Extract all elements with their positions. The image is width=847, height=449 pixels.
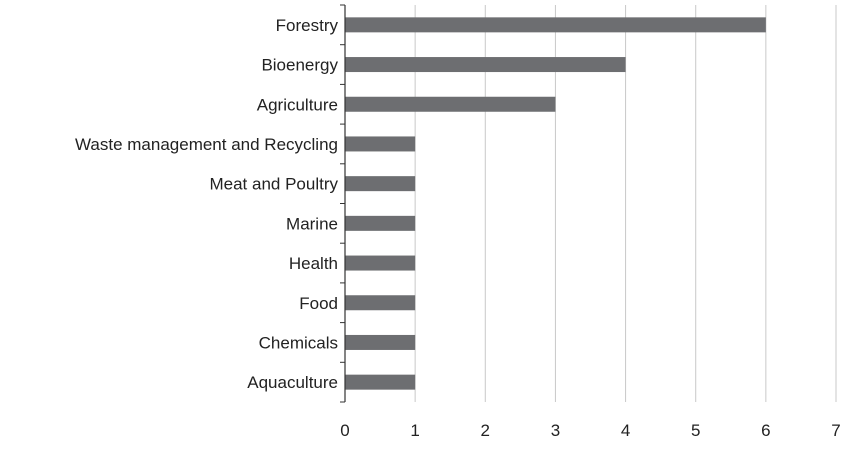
category-label: Marine (286, 214, 338, 233)
bar (345, 176, 416, 192)
bar (345, 96, 556, 112)
bar (345, 255, 416, 271)
category-label: Aquaculture (247, 373, 338, 392)
category-label: Waste management and Recycling (75, 135, 338, 154)
category-labels: Forestry Bioenergy Agriculture Waste manage… (75, 16, 339, 392)
bar (345, 57, 626, 73)
bar (345, 17, 766, 33)
category-label: Meat and Poultry (209, 175, 338, 194)
bar (345, 374, 416, 390)
category-label: Food (299, 294, 338, 313)
category-label: Bioenergy (261, 56, 338, 75)
bar (345, 136, 416, 152)
x-tick-labels: 0 1 2 3 4 5 6 7 (340, 421, 840, 440)
bars (345, 17, 766, 390)
x-tick-label: 2 (481, 421, 490, 440)
x-tick-label: 7 (831, 421, 840, 440)
x-tick-label: 4 (621, 421, 630, 440)
x-tick-label: 6 (761, 421, 770, 440)
category-label: Chemicals (259, 333, 338, 352)
category-label: Forestry (276, 16, 339, 35)
category-label: Health (289, 254, 338, 273)
x-tick-label: 5 (691, 421, 700, 440)
bar (345, 334, 416, 350)
x-tick-label: 1 (410, 421, 419, 440)
x-tick-label: 0 (340, 421, 349, 440)
category-label: Agriculture (257, 95, 338, 114)
bar (345, 295, 416, 311)
axes (340, 4, 346, 403)
bar (345, 215, 416, 231)
x-tick-label: 3 (551, 421, 560, 440)
